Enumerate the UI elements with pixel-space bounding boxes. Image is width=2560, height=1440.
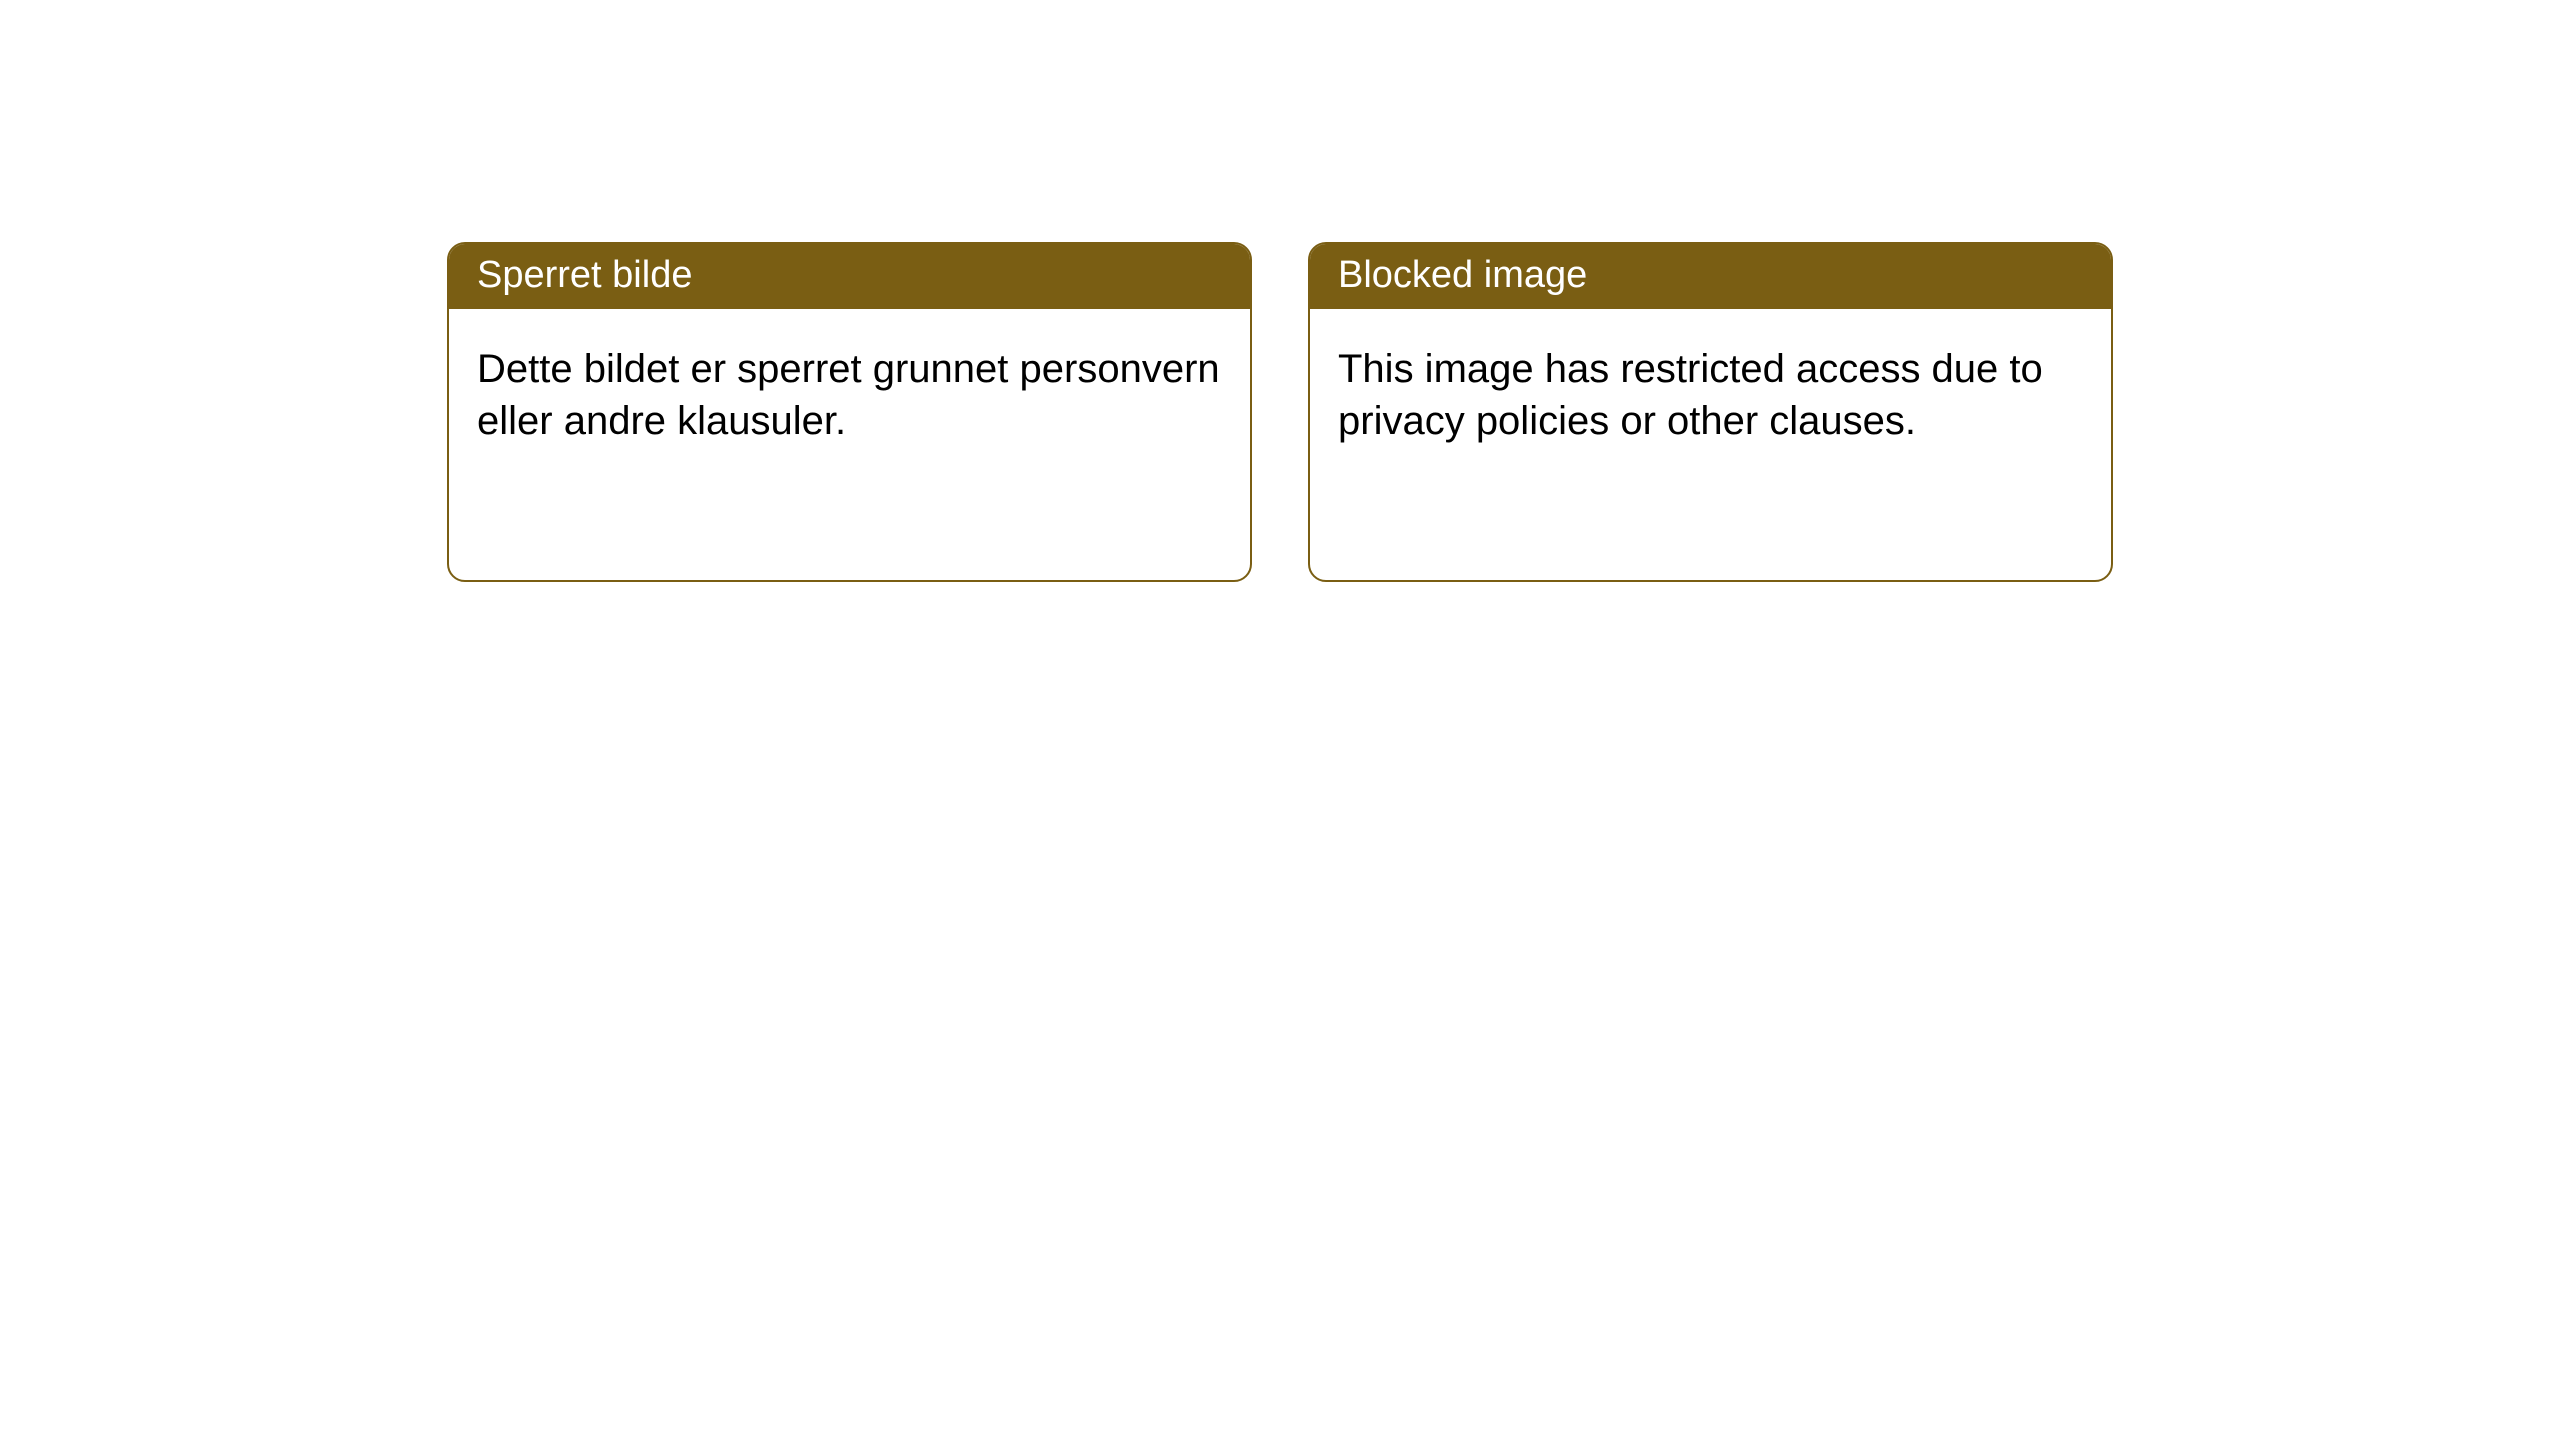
card-title: Blocked image [1338, 254, 1587, 296]
card-body: Dette bildet er sperret grunnet personve… [449, 309, 1250, 475]
notice-container: Sperret bilde Dette bildet er sperret gr… [447, 242, 2113, 582]
notice-card-english: Blocked image This image has restricted … [1308, 242, 2113, 582]
card-header: Blocked image [1310, 244, 2111, 309]
card-body: This image has restricted access due to … [1310, 309, 2111, 475]
card-header: Sperret bilde [449, 244, 1250, 309]
card-body-text: Dette bildet er sperret grunnet personve… [477, 347, 1220, 443]
card-body-text: This image has restricted access due to … [1338, 347, 2043, 443]
notice-card-norwegian: Sperret bilde Dette bildet er sperret gr… [447, 242, 1252, 582]
card-title: Sperret bilde [477, 254, 692, 296]
